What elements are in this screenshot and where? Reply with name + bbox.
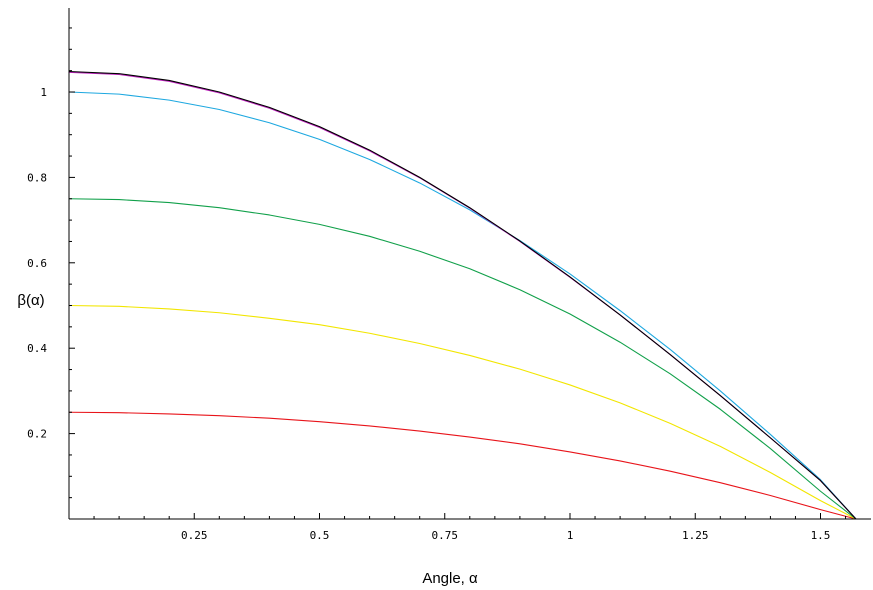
x-tick-label: 1 [567, 529, 574, 542]
y-tick-label: 0.2 [27, 428, 47, 441]
y-axis-label: β(α) [17, 292, 44, 309]
series-line-4 [68, 91, 857, 520]
x-tick-label: 0.25 [181, 529, 208, 542]
series-line-5 [68, 71, 857, 520]
y-tick-label: 0.4 [27, 342, 47, 355]
x-tick-label: 1.25 [682, 529, 709, 542]
y-tick-label: 0.6 [27, 257, 47, 270]
series-line-1 [68, 411, 857, 520]
x-tick-label: 0.5 [310, 529, 330, 542]
x-tick-label: 0.75 [432, 529, 459, 542]
x-tick-label: 1.5 [811, 529, 831, 542]
y-tick-label: 1 [40, 86, 47, 99]
x-axis-label: Angle, α [422, 570, 478, 587]
x-ticks: 0.25 0.5 0.75 1 1.25 1.5 [93, 513, 847, 542]
series-line-6 [68, 70, 857, 520]
series-line-3 [68, 198, 857, 520]
series-group [68, 70, 857, 520]
y-ticks: 0.2 0.4 0.6 0.8 1 [27, 27, 75, 499]
series-line-2 [68, 304, 857, 520]
y-tick-label: 0.8 [27, 171, 47, 184]
